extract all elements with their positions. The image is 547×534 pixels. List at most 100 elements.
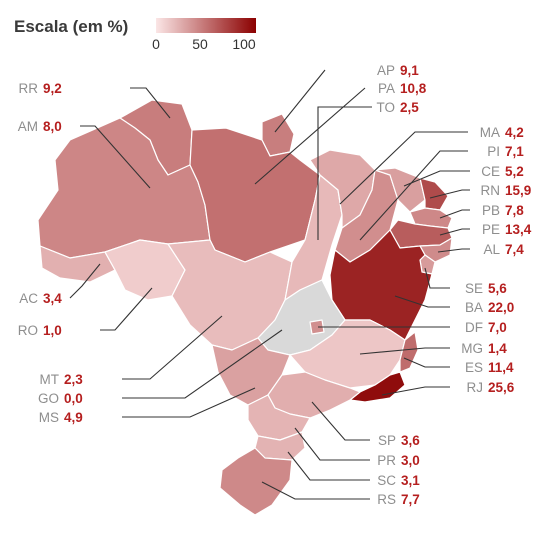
leader-al	[437, 248, 470, 253]
state-code: PI	[487, 144, 500, 159]
state-value: 0,0	[64, 391, 83, 406]
legend-tick-mid: 50	[192, 36, 208, 52]
label-go: GO 0,0	[38, 391, 83, 406]
state-code: AC	[19, 291, 38, 306]
label-ap: AP 9,1	[377, 63, 419, 78]
state-value: 7,4	[505, 242, 524, 257]
state-value: 4,9	[64, 410, 83, 425]
label-ro: RO 1,0	[18, 323, 62, 338]
label-pb: PB 7,8	[482, 203, 524, 218]
leader-es	[403, 357, 450, 368]
leader-to	[317, 106, 372, 240]
state-code: AM	[18, 119, 38, 134]
states-layer	[37, 99, 453, 516]
label-rr: RR 9,2	[19, 81, 62, 96]
state-mg	[289, 319, 406, 389]
leader-sc	[287, 451, 370, 481]
label-rj: RJ 25,6	[467, 380, 515, 395]
state-value: 2,3	[64, 372, 83, 387]
label-pi: PI 7,1	[487, 144, 524, 159]
state-value: 1,4	[488, 341, 507, 356]
leader-am	[80, 125, 151, 189]
leader-go	[122, 329, 283, 399]
leader-sp	[311, 401, 370, 441]
state-value: 4,2	[505, 125, 524, 140]
state-code: PB	[482, 203, 500, 218]
leader-lines	[69, 69, 470, 500]
state-labels: AP 9,1 PA 10,8 TO 2,5 RR 9,2 AM 8,0 MA 4,2 PI 7…	[18, 63, 532, 507]
leader-ba	[394, 295, 450, 308]
state-value: 1,0	[43, 323, 62, 338]
state-value: 3,1	[401, 473, 420, 488]
label-sc: SC 3,1	[377, 473, 420, 488]
state-value: 5,6	[488, 281, 507, 296]
label-rn: RN 15,9	[481, 183, 532, 198]
state-value: 15,9	[505, 183, 531, 198]
state-code: MG	[461, 341, 483, 356]
state-code: AP	[377, 63, 395, 78]
state-value: 2,5	[400, 100, 419, 115]
label-ms: MS 4,9	[39, 410, 83, 425]
leader-ce	[403, 170, 470, 187]
label-pr: PR 3,0	[377, 453, 420, 468]
leader-rn	[429, 189, 470, 199]
state-value: 9,1	[400, 63, 419, 78]
state-value: 10,8	[400, 81, 427, 96]
state-code: MA	[480, 125, 500, 140]
label-mg: MG 1,4	[461, 341, 507, 356]
legend-gradient-bar	[156, 18, 256, 33]
state-code: RN	[481, 183, 501, 198]
state-code: RO	[18, 323, 38, 338]
label-pa: PA 10,8	[378, 81, 427, 96]
leader-rj	[381, 386, 450, 396]
state-df	[309, 319, 325, 335]
state-value: 9,2	[43, 81, 62, 96]
leader-mt	[122, 315, 223, 380]
state-code: BA	[465, 300, 483, 315]
leader-ac	[69, 263, 101, 299]
state-value: 7,8	[505, 203, 524, 218]
state-code: PA	[378, 81, 395, 96]
label-al: AL 7,4	[483, 242, 524, 257]
label-ac: AC 3,4	[19, 291, 62, 306]
leader-pa	[254, 87, 366, 185]
legend-tick-min: 0	[152, 36, 160, 52]
state-code: RJ	[467, 380, 484, 395]
label-df: DF 7,0	[465, 320, 507, 335]
state-code: AL	[483, 242, 500, 257]
label-mt: MT 2,3	[40, 372, 84, 387]
label-ba: BA 22,0	[465, 300, 514, 315]
state-value: 11,4	[488, 360, 514, 375]
state-value: 7,7	[401, 492, 420, 507]
leader-rr	[130, 87, 171, 119]
leader-ap	[274, 69, 326, 133]
leader-pr	[294, 427, 370, 461]
state-value: 3,6	[401, 433, 420, 448]
leader-pi	[359, 150, 468, 241]
state-ac	[39, 245, 116, 283]
state-value: 22,0	[488, 300, 514, 315]
state-code: GO	[38, 391, 59, 406]
leader-mg	[359, 347, 450, 355]
leader-ro	[100, 287, 153, 331]
state-value: 5,2	[505, 164, 524, 179]
state-value: 25,6	[488, 380, 515, 395]
label-sp: SP 3,6	[378, 433, 420, 448]
state-code: RR	[19, 81, 39, 96]
state-ce	[374, 167, 426, 213]
state-value: 8,0	[43, 119, 62, 134]
state-code: MT	[40, 372, 60, 387]
legend: Escala (em %) 0 50 100	[14, 17, 256, 52]
state-pr	[247, 394, 311, 441]
state-code: SE	[465, 281, 483, 296]
label-ce: CE 5,2	[481, 164, 524, 179]
state-code: CE	[481, 164, 500, 179]
state-es	[399, 331, 419, 373]
state-code: PE	[482, 222, 500, 237]
state-value: 7,1	[505, 144, 524, 159]
state-code: MS	[39, 410, 59, 425]
state-value: 3,4	[43, 291, 62, 306]
state-rs	[219, 447, 293, 516]
label-to: TO 2,5	[376, 100, 419, 115]
state-value: 3,0	[401, 453, 420, 468]
